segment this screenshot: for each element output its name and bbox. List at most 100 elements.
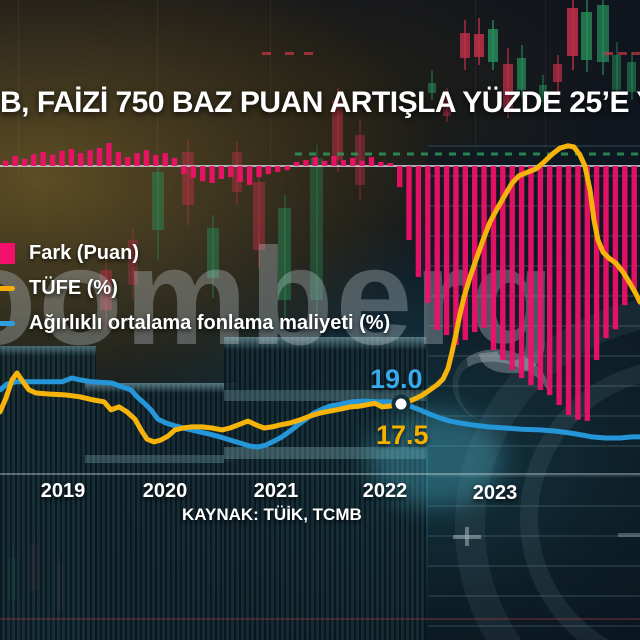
candlestick-body xyxy=(612,55,621,90)
candlestick-body xyxy=(310,158,323,300)
fark-bar xyxy=(387,163,393,166)
line-swatch-icon xyxy=(0,285,15,291)
candlestick-body xyxy=(597,5,609,62)
fark-bar xyxy=(153,154,159,166)
fark-bar xyxy=(256,166,262,178)
fark-bar xyxy=(509,166,515,370)
chart-legend: Fark (Puan) TÜFE (%) Ağırlıklı ortalama … xyxy=(0,240,390,345)
red-dash xyxy=(304,52,313,55)
candlestick-body xyxy=(539,85,547,102)
fark-bar xyxy=(575,166,581,420)
fark-bar xyxy=(3,160,9,166)
fark-bar xyxy=(68,149,75,166)
fark-bar xyxy=(246,166,253,185)
fark-bar xyxy=(565,166,572,415)
fark-bar xyxy=(49,154,56,166)
coin-stack xyxy=(224,337,426,640)
fark-bar xyxy=(340,160,347,166)
candlestick-body xyxy=(503,64,513,110)
fark-bar xyxy=(96,147,103,166)
red-dash xyxy=(285,52,294,55)
fark-bar xyxy=(593,166,600,360)
fark-bar xyxy=(171,157,178,166)
fark-bar xyxy=(143,150,150,166)
source-note: KAYNAK: TÜİK, TCMB xyxy=(182,505,362,524)
fark-bar xyxy=(275,166,281,172)
grid-line xyxy=(18,0,19,175)
line-swatch-icon xyxy=(0,320,15,326)
legend-label: Fark (Puan) xyxy=(29,241,140,264)
fark-bar xyxy=(78,153,84,167)
candlestick-body xyxy=(581,12,592,60)
fark-bar xyxy=(434,166,440,330)
fark-bar xyxy=(368,157,375,166)
candlestick-body xyxy=(128,240,138,285)
fark-bar xyxy=(228,166,234,178)
candlestick-body xyxy=(517,58,526,90)
fark-bar xyxy=(293,161,300,166)
red-dash xyxy=(632,52,640,55)
bar-swatch-icon xyxy=(0,242,15,264)
fark-bar xyxy=(547,166,553,395)
candlestick-body xyxy=(152,172,164,230)
candlestick-body xyxy=(474,34,484,57)
fark-bar xyxy=(518,166,525,378)
red-dash xyxy=(262,52,271,55)
fark-bar xyxy=(528,166,534,385)
candlestick-wick xyxy=(359,120,361,200)
headline-title: B, FAİZİ 750 BAZ PUAN ARTIŞLA YÜZDE 25’E… xyxy=(0,86,640,119)
legend-item-aofm: Ağırlıklı ortalama fonlama maliyeti (%) xyxy=(0,310,390,336)
fark-bar xyxy=(378,161,384,166)
fark-bar xyxy=(40,151,46,166)
annotation-aofm-value: 19.0 xyxy=(370,364,423,394)
fark-bar xyxy=(124,157,131,166)
x-axis-label-2021: 2021 xyxy=(253,480,299,502)
x-axis-label-2022: 2022 xyxy=(362,480,408,502)
fark-bar xyxy=(237,166,243,182)
fark-bar xyxy=(481,166,487,329)
fark-bar xyxy=(162,153,168,167)
fark-bar xyxy=(359,160,365,166)
fark-bar xyxy=(622,166,628,306)
fark-bar xyxy=(209,166,215,183)
fark-bar xyxy=(312,157,318,166)
candlestick-wick xyxy=(157,160,159,260)
legend-label: Ağırlıklı ortalama fonlama maliyeti (%) xyxy=(29,311,391,334)
candlestick-body xyxy=(100,270,112,310)
tufe-line xyxy=(0,143,640,445)
fark-bar xyxy=(537,166,544,390)
fark-bar xyxy=(425,166,431,303)
fark-bar xyxy=(415,166,422,277)
candlestick-body xyxy=(428,83,436,93)
x-axis-label-2023: 2023 xyxy=(472,482,518,504)
candlestick-body xyxy=(207,228,219,278)
candlestick-wick xyxy=(132,228,134,300)
grid-line xyxy=(157,0,158,175)
fark-bar xyxy=(612,166,619,330)
candlestick-wick xyxy=(236,142,238,205)
fark-bar xyxy=(181,166,187,175)
candlestick-wick xyxy=(283,195,286,318)
fark-bar xyxy=(106,143,112,166)
fark-bar xyxy=(87,150,93,166)
candlestick-wick xyxy=(315,145,318,315)
annotation-tufe-value: 17.5 xyxy=(376,420,429,450)
x-axis-label-2020: 2020 xyxy=(142,480,188,502)
fark-bar xyxy=(331,156,337,166)
candlestick-body xyxy=(460,33,470,58)
fark-bar xyxy=(265,166,271,175)
fark-bar xyxy=(500,166,506,360)
fark-bar xyxy=(59,150,65,166)
fark-bar xyxy=(584,166,590,421)
candlestick-body xyxy=(553,64,562,82)
candlestick-body xyxy=(278,208,291,300)
fark-bar xyxy=(218,166,225,179)
candlestick-body xyxy=(232,152,242,192)
fark-bar xyxy=(303,160,309,166)
grid-line xyxy=(270,0,271,175)
red-dash xyxy=(618,52,627,55)
legend-item-fark: Fark (Puan) xyxy=(0,240,390,266)
candlestick-wick xyxy=(105,255,107,330)
candlestick-body xyxy=(488,29,498,62)
